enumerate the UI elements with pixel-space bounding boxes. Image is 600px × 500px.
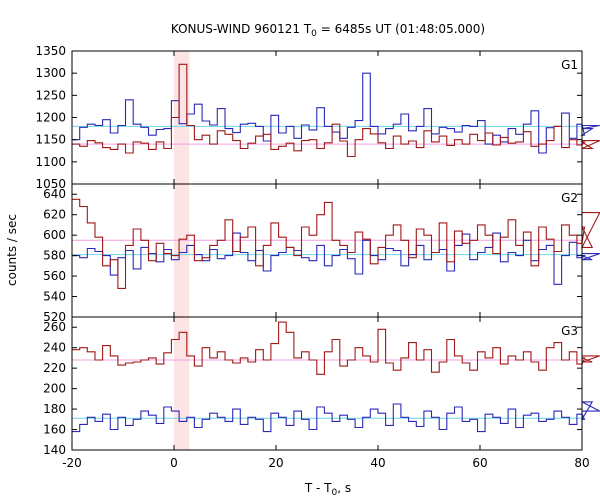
panel-label-G1: G1 [561,58,578,72]
panel-frame-G3 [71,316,583,451]
series-G1-blue [72,72,600,154]
y-tick-label: 1100 [35,155,66,169]
plot-area: 1050 1100 1150 1200 1250 1300 1350 G1 520 540 560 5… [35,44,600,470]
highlight-interval [174,51,190,450]
chart-title: KONUS-WIND 960121 T0 = 6485s UT (01:48:0… [171,22,485,39]
x-tick-label: 20 [268,456,283,470]
y-tick-label: 600 [43,228,66,242]
y-tick-label: 580 [43,249,66,263]
y-tick-label: 260 [43,320,66,334]
x-axis-label: T - T0, s [304,481,351,498]
series-G1-red [72,63,600,158]
x-tick-label: 60 [472,456,487,470]
y-tick-label: 640 [43,187,66,201]
panel-label-G2: G2 [561,191,578,205]
y-tick-label: 540 [43,290,66,304]
y-tick-label: 560 [43,269,66,283]
y-tick-label: 620 [43,208,66,222]
y-tick-label: 220 [43,361,66,375]
series-G2-red [72,198,600,289]
series-G3-red [72,321,600,375]
y-tick-label: 140 [43,443,66,457]
y-tick-label: 180 [43,402,66,416]
y-tick-label: 1200 [35,111,66,125]
y-tick-label: 520 [43,310,66,324]
x-tick-label: 0 [170,456,178,470]
series-G2-blue [72,232,600,285]
y-tick-label: 160 [43,423,66,437]
panel-label-G3: G3 [561,324,578,338]
y-tick-label: 1150 [35,133,66,147]
y-tick-label: 1300 [35,66,66,80]
series-G3-blue [72,401,600,433]
panel-frame-G1 [71,50,583,185]
y-tick-label: 240 [43,341,66,355]
x-tick-label: 80 [574,456,589,470]
x-tick-label: -20 [62,456,82,470]
y-axis-label: counts / sec [5,214,19,286]
x-tick-label: 40 [370,456,385,470]
y-tick-label: 1350 [35,44,66,58]
y-tick-label: 1250 [35,88,66,102]
y-tick-label: 200 [43,382,66,396]
y-tick-label: 1050 [35,177,66,191]
